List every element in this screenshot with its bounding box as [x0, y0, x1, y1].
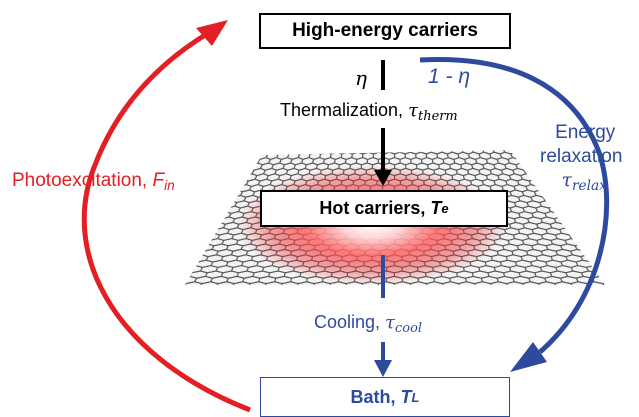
photoexcitation-arrowhead: [196, 20, 228, 46]
thermalization-arrowhead: [374, 170, 392, 186]
energy-relaxation-arrow: [419, 56, 610, 354]
energy-relaxation-label: Energy relaxation τrelax: [540, 122, 623, 194]
eta-label: η: [355, 66, 367, 90]
high-energy-carriers-label: High-energy carriers: [292, 20, 478, 41]
high-energy-carriers-box: High-energy carriers: [259, 13, 511, 49]
thermalization-label: Thermalization, τtherm: [280, 100, 458, 124]
photoexcitation-label: Photoexcitation, Fin: [12, 170, 175, 193]
one-minus-eta-label: 1 - η: [428, 65, 470, 88]
energy-relaxation-arrowhead: [510, 342, 547, 372]
photoexcitation-arrow: [81, 29, 251, 412]
cooling-label: Cooling, τcool: [314, 312, 423, 336]
cooling-arrowhead: [374, 360, 392, 377]
